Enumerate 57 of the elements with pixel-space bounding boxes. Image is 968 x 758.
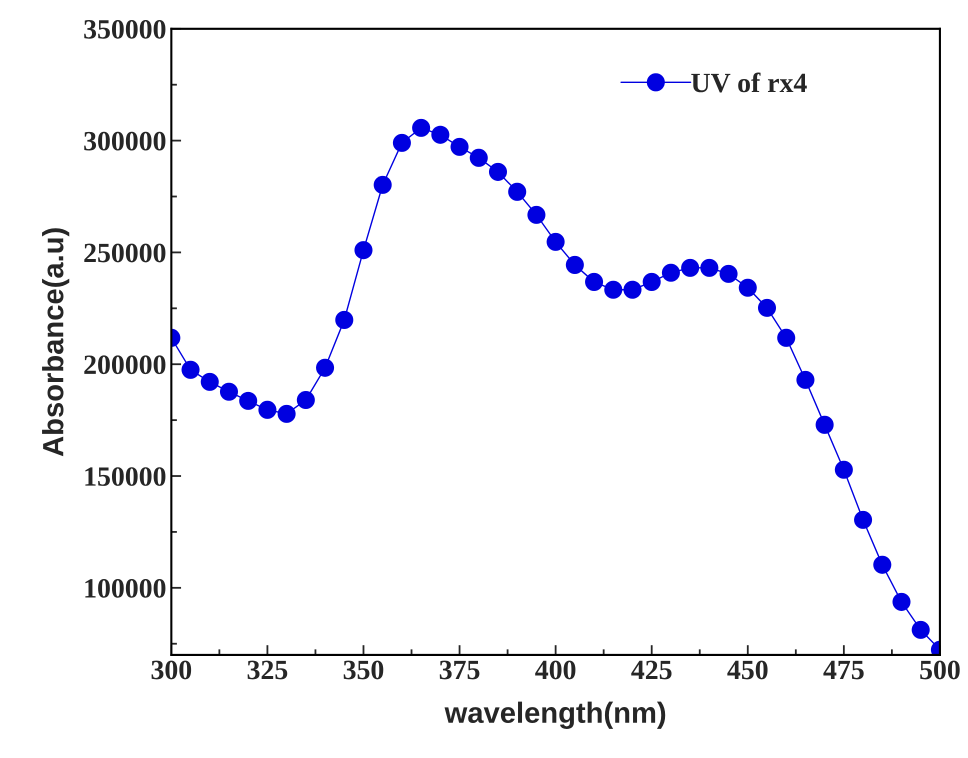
- y-tick-label: 200000: [84, 355, 166, 374]
- x-tick-label: 350: [344, 660, 384, 680]
- point: [796, 370, 814, 389]
- x-tick-label: 300: [152, 660, 192, 680]
- point: [681, 258, 700, 277]
- point: [720, 264, 738, 283]
- point: [316, 358, 334, 377]
- point: [258, 400, 276, 419]
- point: [508, 182, 526, 201]
- x-tick-label: 475: [823, 660, 864, 680]
- point: [470, 148, 488, 167]
- point: [816, 416, 834, 434]
- point: [488, 162, 508, 181]
- x-tick-label: 425: [631, 660, 672, 680]
- point: [392, 134, 411, 152]
- point: [834, 460, 853, 479]
- y-tick-label: 250000: [84, 244, 166, 262]
- x-tick-label: 375: [440, 660, 480, 680]
- point: [758, 298, 776, 317]
- point: [412, 118, 430, 137]
- point: [182, 360, 200, 379]
- point: [450, 138, 469, 156]
- point: [662, 264, 680, 282]
- x-tick-label: 500: [920, 660, 960, 680]
- point: [892, 592, 911, 611]
- point: [700, 258, 718, 277]
- point: [200, 372, 219, 391]
- point: [220, 382, 238, 401]
- point: [278, 404, 296, 423]
- point: [854, 510, 872, 529]
- point: [335, 310, 354, 329]
- point: [585, 272, 604, 291]
- point: [777, 328, 796, 347]
- x-axis-title: wavelength(nm): [444, 702, 666, 729]
- legend-label: UV of rx4: [691, 72, 807, 92]
- point: [566, 256, 584, 274]
- x-tick-label: 325: [248, 660, 288, 680]
- x-tick-label: 400: [535, 660, 576, 680]
- point: [546, 232, 565, 251]
- point: [873, 556, 892, 574]
- point: [604, 280, 622, 299]
- y-tick-label: 150000: [85, 467, 166, 486]
- y-axis-title: Absorbance(a.u): [42, 228, 70, 456]
- y-tick-label: 300000: [84, 132, 166, 151]
- point: [738, 278, 757, 297]
- point: [354, 241, 373, 260]
- y-tick-label: 350000: [84, 20, 166, 39]
- point: [296, 390, 315, 410]
- point: [431, 126, 450, 144]
- y-tick-label: 100000: [85, 578, 166, 598]
- point: [527, 206, 546, 224]
- point: [623, 280, 642, 299]
- point: [642, 272, 661, 291]
- point: [912, 620, 930, 639]
- x-tick-label: 450: [727, 660, 768, 680]
- point: [239, 392, 258, 410]
- point: [374, 176, 392, 194]
